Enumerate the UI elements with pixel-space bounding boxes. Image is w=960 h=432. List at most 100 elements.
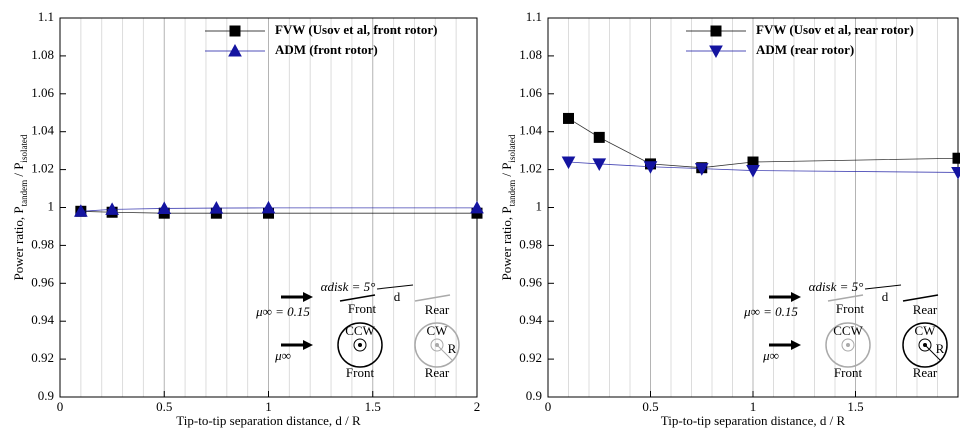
annotation: R — [936, 341, 945, 356]
front-disk — [827, 294, 864, 302]
legend-label: FVW (Usov et al, front rotor) — [275, 22, 437, 37]
plot-frame — [547, 17, 959, 398]
data-point — [746, 165, 760, 178]
arrow-head — [791, 292, 801, 302]
annotation: Front — [346, 365, 375, 380]
x-tick-label: 2 — [474, 399, 481, 414]
rear-disk — [414, 294, 451, 302]
y-axis-label-part: isolated — [507, 134, 517, 162]
data-point — [209, 201, 224, 214]
x-axis-label: Tip-to-tip separation distance, d / R — [176, 413, 361, 428]
annotation: Front — [836, 301, 865, 316]
y-tick-label: 1 — [48, 198, 55, 213]
y-tick-label: 0.96 — [519, 274, 542, 289]
legend-marker — [228, 43, 242, 57]
y-axis-label-part: tandem — [19, 180, 29, 207]
annotation: αdisk = 5° — [321, 279, 376, 294]
y-tick-label: 1.08 — [519, 47, 542, 62]
series-line — [80, 207, 477, 212]
annotation: Rear — [913, 365, 938, 380]
rotor-center — [846, 343, 850, 347]
rotor — [337, 322, 383, 368]
data-point — [952, 152, 960, 164]
y-tick-label: 1.02 — [31, 161, 54, 176]
annotation: μ∞ = 0.15 — [255, 304, 310, 319]
y-tick-label: 0.92 — [31, 350, 54, 365]
distance-bracket — [376, 284, 414, 290]
legend-marker — [710, 25, 722, 37]
series-line — [80, 210, 477, 214]
series-line — [568, 118, 959, 169]
x-tick-label: 0 — [545, 399, 552, 414]
x-axis-label: Tip-to-tip separation distance, d / R — [661, 413, 846, 428]
annotation: CW — [427, 323, 449, 338]
legend-marker — [709, 45, 723, 59]
rotor-hub — [353, 338, 367, 352]
y-tick-label: 0.9 — [38, 388, 54, 403]
y-tick-label: 0.96 — [31, 274, 54, 289]
y-tick-label: 0.98 — [519, 236, 542, 251]
x-tick-label: 1 — [750, 399, 757, 414]
y-tick-label: 1.04 — [519, 123, 542, 138]
radius-line — [924, 344, 941, 361]
data-point — [105, 202, 119, 215]
data-point — [592, 158, 607, 171]
rotor — [825, 322, 871, 368]
data-point — [694, 163, 709, 176]
annotation: μ∞ — [274, 348, 291, 363]
rotor-hub — [430, 338, 444, 352]
annotation: Rear — [913, 302, 938, 317]
y-tick-label: 0.92 — [519, 350, 542, 365]
rotor — [902, 322, 948, 368]
y-axis-label-part: Power ratio, P — [499, 206, 514, 280]
x-tick-label: 0 — [57, 399, 64, 414]
annotation: Front — [348, 301, 377, 316]
annotation: R — [448, 341, 457, 356]
arrow-head — [303, 340, 313, 350]
data-point — [470, 200, 484, 214]
rotor-hub — [841, 338, 855, 352]
y-axis-label-part: tandem — [507, 180, 517, 207]
arrow-head — [791, 340, 801, 350]
y-tick-label: 0.94 — [31, 312, 54, 327]
legend-label: ADM (front rotor) — [275, 42, 378, 57]
data-point — [951, 166, 960, 180]
annotation: CW — [915, 323, 937, 338]
rotor — [414, 322, 460, 368]
y-axis-label: Power ratio, Ptandem / Pisolated — [11, 134, 29, 280]
y-tick-label: 1.02 — [519, 161, 542, 176]
rotor-center — [358, 343, 362, 347]
rotor-hub — [918, 338, 932, 352]
annotation: CCW — [833, 323, 863, 338]
data-point — [643, 161, 658, 174]
y-tick-label: 0.9 — [526, 388, 542, 403]
y-tick-label: 1.06 — [519, 85, 542, 100]
arrow-head — [303, 292, 313, 302]
y-axis-label: Power ratio, Ptandem / Pisolated — [499, 134, 517, 280]
radius-line — [436, 344, 453, 361]
y-tick-label: 1.04 — [31, 123, 54, 138]
distance-bracket — [864, 284, 902, 290]
data-point — [563, 112, 574, 124]
y-tick-label: 0.94 — [519, 312, 542, 327]
x-tick-label: 0.5 — [642, 399, 658, 414]
annotation: d — [882, 289, 889, 304]
annotation: Front — [834, 365, 863, 380]
annotation: Rear — [425, 302, 450, 317]
y-tick-label: 1.1 — [526, 9, 542, 24]
x-tick-label: 0.5 — [156, 399, 172, 414]
annotation: μ∞ = 0.15 — [743, 304, 798, 319]
y-tick-label: 0.98 — [31, 236, 54, 251]
data-point — [561, 156, 576, 170]
annotation: αdisk = 5° — [809, 279, 864, 294]
data-point — [261, 200, 276, 214]
rear-disk — [902, 294, 939, 302]
annotation: CCW — [345, 323, 375, 338]
x-tick-label: 1.5 — [365, 399, 381, 414]
annotation: μ∞ — [762, 348, 779, 363]
y-axis-label-part: isolated — [19, 134, 29, 162]
y-tick-label: 1.06 — [31, 85, 54, 100]
data-point — [157, 201, 172, 214]
y-tick-label: 1 — [536, 198, 543, 213]
